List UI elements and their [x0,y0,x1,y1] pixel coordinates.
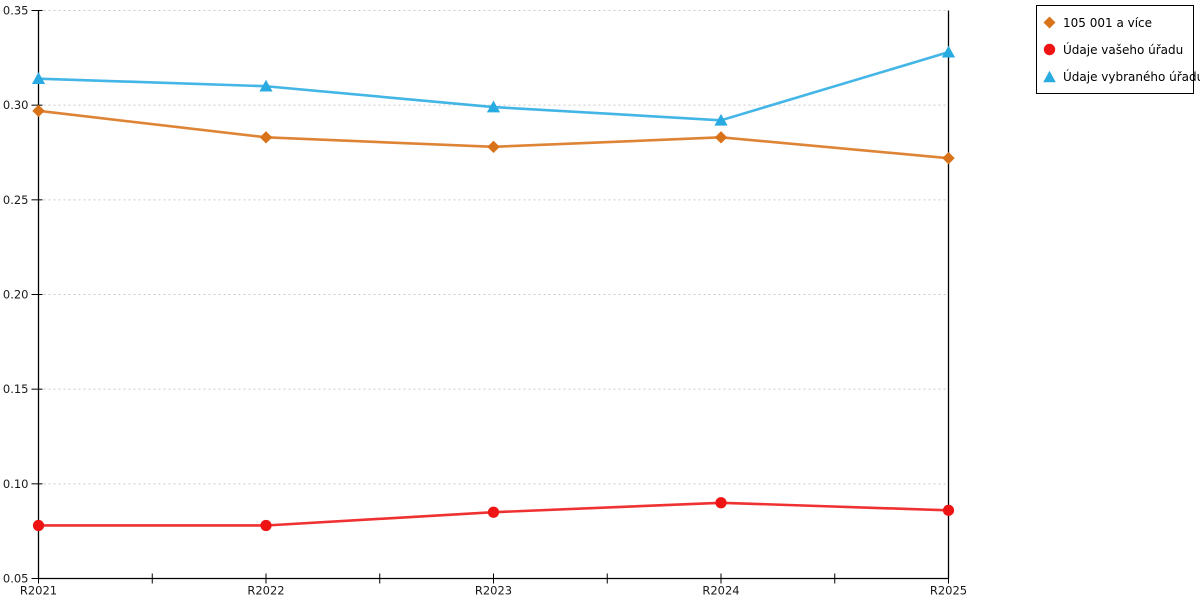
x-tick-label: R2025 [930,584,967,598]
data-point-triangle[interactable] [259,79,273,92]
legend-item-105001: 105 001 a více [1043,9,1187,36]
data-point-triangle[interactable] [714,113,728,126]
y-tick-label: 0.05 [3,572,29,586]
triangle-icon [1043,70,1056,83]
y-tick-label: 0.35 [3,4,29,18]
data-point-circle[interactable] [715,497,727,509]
x-tick-label: R2022 [247,584,284,598]
data-point-diamond[interactable] [487,140,500,154]
y-tick-label: 0.25 [3,193,29,207]
data-point-diamond[interactable] [32,104,45,118]
circle-icon-shape [1043,43,1056,56]
data-point-triangle[interactable] [31,72,46,84]
y-tick-label: 0.15 [3,382,29,396]
data-point-diamond[interactable] [259,131,273,144]
data-point-circle[interactable] [487,506,500,518]
diamond-icon-shape [1043,16,1056,29]
x-tick-label: R2021 [20,584,57,598]
x-tick-label: R2023 [475,584,512,598]
legend-label: 105 001 a více [1063,15,1153,30]
y-tick-label: 0.30 [3,98,29,112]
legend-label: Údaje vašeho úřadu [1063,42,1184,57]
y-tick-label: 0.10 [3,477,29,491]
legend-item-vaseho-uradu: Údaje vašeho úřadu [1043,36,1187,63]
circle-icon [1043,43,1056,56]
legend-item-vybraneho-uradu: Údaje vybraného úřadu [1043,63,1200,90]
data-point-triangle[interactable] [486,100,501,113]
data-point-diamond[interactable] [714,131,728,144]
data-point-diamond[interactable] [942,151,955,165]
data-point-circle[interactable] [32,519,45,532]
data-point-circle[interactable] [260,519,272,532]
diamond-icon [1043,16,1056,29]
legend-label: Údaje vybraného úřadu [1063,69,1200,84]
legend: 105 001 a více Údaje vašeho úřadu Údaje … [1036,5,1200,94]
y-tick-label: 0.20 [3,288,29,302]
x-tick-label: R2024 [702,584,739,598]
data-point-circle[interactable] [942,504,955,516]
data-point-triangle[interactable] [941,45,956,58]
triangle-icon-shape [1043,70,1056,83]
